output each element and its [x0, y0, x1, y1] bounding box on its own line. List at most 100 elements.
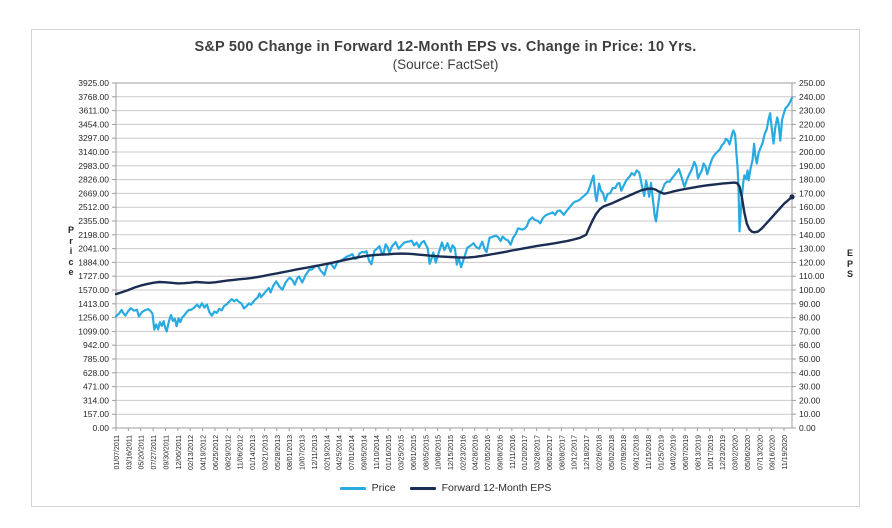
y-right-tick-label: 150.00	[799, 216, 825, 226]
y-left-tick-label: 157.00	[83, 409, 109, 419]
eps-end-marker	[789, 194, 795, 200]
y-right-tick-label: 10.00	[799, 409, 821, 419]
x-axis-label: 01/16/2015	[386, 435, 393, 470]
x-axis-label: 12/23/2019	[720, 435, 727, 470]
y-right-tick-label: 170.00	[799, 188, 825, 198]
y-left-tick-label: 2826.00	[78, 175, 109, 185]
chart-frame: S&P 500 Change in Forward 12-Month EPS v…	[31, 29, 860, 507]
y-left-tick-label: 0.00	[92, 423, 109, 433]
x-axis-label: 04/25/2014	[337, 435, 344, 470]
y-left-tick-label: 1570.00	[78, 285, 109, 295]
y-right-tick-label: 230.00	[799, 106, 825, 116]
eps-line-swatch	[409, 486, 436, 490]
x-axis-label: 12/15/2015	[448, 435, 455, 470]
chart-title: S&P 500 Change in Forward 12-Month EPS v…	[194, 39, 697, 55]
x-axis-label: 01/14/2013	[250, 435, 257, 470]
x-axis-label: 06/07/2019	[683, 435, 690, 470]
x-axis-label: 07/05/2016	[485, 435, 492, 470]
y-left-tick-label: 1884.00	[78, 257, 109, 267]
x-axis-label: 05/06/2020	[745, 435, 752, 470]
price-line	[114, 96, 794, 333]
y-right-tick-label: 30.00	[799, 382, 821, 392]
y-left-tick-label: 3297.00	[78, 133, 109, 143]
x-axis-label: 09/16/2020	[770, 435, 777, 470]
y-left-tick-label: 2198.00	[78, 230, 109, 240]
plot-area: 0.00 0.00 157.00 10.00 314.00 20.00 471.00 30.0…	[78, 78, 825, 470]
y-right-tick-label: 0.00	[799, 423, 816, 433]
x-axis-label: 03/28/2017	[535, 435, 542, 470]
x-axis-label: 03/02/2020	[733, 435, 740, 470]
legend-label-eps: Forward 12-Month EPS	[441, 482, 552, 494]
y-right-tick-label: 60.00	[799, 340, 821, 350]
y-left-tick-label: 785.00	[83, 354, 109, 364]
y-left-tick-label: 3454.00	[78, 119, 109, 129]
y-right-tick-label: 250.00	[799, 78, 825, 88]
x-axis-label: 06/02/2017	[547, 435, 554, 470]
x-axis-label: 03/21/2013	[262, 435, 269, 470]
x-axis-label: 09/12/2018	[634, 435, 641, 470]
x-axis-label: 11/06/2012	[238, 435, 245, 470]
y-left-tick-label: 1413.00	[78, 299, 109, 309]
x-axis-label: 03/16/2011	[126, 435, 133, 470]
y-left-tick-label: 3925.00	[78, 78, 109, 88]
x-axis-label: 07/13/2020	[757, 435, 764, 470]
y-left-tick-label: 2355.00	[78, 216, 109, 226]
y-right-tick-label: 90.00	[799, 299, 821, 309]
y-right-tick-label: 140.00	[799, 230, 825, 240]
y-left-tick-label: 2669.00	[78, 188, 109, 198]
y-right-tick-label: 190.00	[799, 161, 825, 171]
x-axis-label: 08/13/2019	[695, 435, 702, 470]
y-right-tick-label: 80.00	[799, 313, 821, 323]
y-right-tick-label: 120.00	[799, 257, 825, 267]
y-left-tick-label: 3140.00	[78, 147, 109, 157]
x-axis-label: 10/08/2015	[436, 435, 443, 470]
y-left-tick-label: 1256.00	[78, 313, 109, 323]
y-left-tick-label: 942.00	[83, 340, 109, 350]
x-axis-label: 10/12/2017	[572, 435, 579, 470]
y-right-tick-label: 20.00	[799, 395, 821, 405]
y-left-tick-label: 1727.00	[78, 271, 109, 281]
x-axis-label: 09/05/2014	[361, 435, 368, 470]
x-axis-label: 06/01/2015	[411, 435, 418, 470]
y-right-tick-label: 50.00	[799, 354, 821, 364]
x-axis-label: 02/13/2012	[188, 435, 195, 470]
x-axis-label: 05/20/2011	[139, 435, 146, 470]
x-axis-label: 02/23/2016	[460, 435, 467, 470]
y-right-tick-label: 110.00	[799, 271, 825, 281]
x-axis-label: 05/28/2013	[275, 435, 282, 470]
y-right-tick-label: 240.00	[799, 92, 825, 102]
price-line-swatch	[339, 486, 366, 490]
x-axis-label: 07/27/2011	[151, 435, 158, 470]
x-axis-label: 10/07/2013	[300, 435, 307, 470]
y-right-tick-label: 180.00	[799, 175, 825, 185]
y-right-tick-label: 40.00	[799, 368, 821, 378]
x-axis-label: 11/15/2018	[646, 435, 653, 470]
y-left-tick-label: 314.00	[83, 395, 109, 405]
x-axis-label: 11/10/2014	[374, 435, 381, 470]
y-right-tick-label: 220.00	[799, 119, 825, 129]
x-axis-label: 04/19/2012	[201, 435, 208, 470]
legend-item-eps: Forward 12-Month EPS	[409, 482, 552, 494]
y-left-tick-label: 1099.00	[78, 326, 109, 336]
y-right-tick-label: 130.00	[799, 244, 825, 254]
x-axis-label: 07/09/2018	[621, 435, 628, 470]
x-axis-label: 01/07/2011	[114, 435, 121, 470]
plot-border	[115, 82, 793, 429]
x-axis-label: 07/01/2014	[349, 435, 356, 470]
x-axis-label: 08/01/2013	[287, 435, 294, 470]
x-axis-label: 02/26/2018	[596, 435, 603, 470]
x-axis-label: 04/02/2019	[671, 435, 678, 470]
x-axis-label: 01/25/2019	[658, 435, 665, 470]
legend: Price Forward 12-Month EPS	[32, 482, 859, 494]
legend-label-price: Price	[371, 482, 396, 494]
x-axis-label: 01/20/2017	[522, 435, 529, 470]
y-left-tick-label: 3611.00	[79, 106, 109, 116]
x-axis-label: 05/02/2018	[609, 435, 616, 470]
x-axis-label: 11/11/2016	[510, 435, 517, 469]
y-right-tick-label: 70.00	[799, 326, 821, 336]
chart-subtitle: (Source: FactSet)	[392, 57, 499, 72]
x-axis-label: 08/05/2015	[423, 435, 430, 470]
x-axis-label: 08/29/2012	[225, 435, 232, 470]
